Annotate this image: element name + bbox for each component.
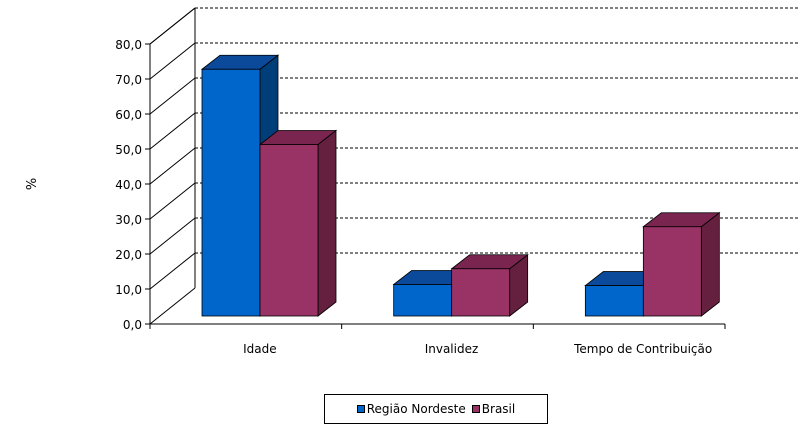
y-tick-label: 70,0 <box>115 73 142 87</box>
x-tick-label: Invalidez <box>425 342 479 356</box>
legend-label-brasil: Brasil <box>481 402 516 416</box>
y-tick-label: 60,0 <box>115 108 142 122</box>
bar-brasil <box>258 129 338 317</box>
y-tick-label: 20,0 <box>115 248 142 262</box>
bar-front <box>584 285 644 317</box>
bar-brasil <box>450 253 529 317</box>
wall-gridline <box>149 252 196 290</box>
legend-swatch-brasil <box>471 405 480 413</box>
wall-gridline <box>149 77 196 115</box>
y-tick-label: 10,0 <box>115 283 142 297</box>
y-tick-label: 0,0 <box>123 318 142 332</box>
bar-front <box>259 144 319 317</box>
legend-label-regiao-nordeste: Região Nordeste <box>366 402 466 416</box>
wall-gridline <box>149 7 196 45</box>
wall-gridline <box>149 182 196 220</box>
wall-gridline <box>149 42 196 80</box>
y-axis-title: % <box>25 178 40 190</box>
wall-gridline <box>149 287 196 325</box>
bar-side <box>317 129 337 317</box>
bar-front <box>201 68 261 317</box>
bar-front <box>393 284 453 317</box>
wall-gridline <box>149 217 196 255</box>
legend-item-regiao-nordeste: Região Nordeste <box>356 402 466 416</box>
y-tick-label: 80,0 <box>115 38 142 52</box>
wall-gridline <box>149 112 196 150</box>
wall-gridline <box>149 147 196 185</box>
y-tick-label: 40,0 <box>115 178 142 192</box>
legend-item-brasil: Brasil <box>471 402 516 416</box>
y-tick-label: 50,0 <box>115 143 142 157</box>
bar-front <box>451 268 511 317</box>
bar-side <box>700 211 720 317</box>
x-tick-label: Tempo de Contribuição <box>573 342 712 356</box>
bar-front <box>642 226 702 317</box>
y-tick-label: 30,0 <box>115 213 142 227</box>
x-tick-label: Idade <box>243 342 277 356</box>
legend-swatch-regiao-nordeste <box>356 405 365 413</box>
bar-brasil <box>642 211 721 317</box>
legend: Região Nordeste Brasil <box>324 394 548 424</box>
